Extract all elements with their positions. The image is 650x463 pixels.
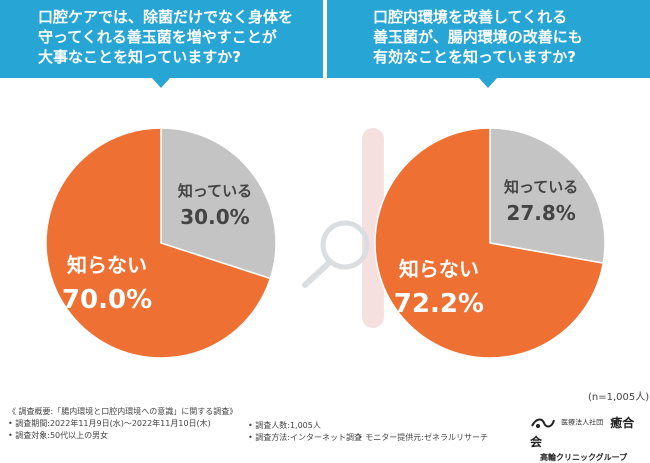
pie-slice-unknown xyxy=(45,127,272,359)
pie-value-unknown: 70.0% xyxy=(62,285,152,315)
magnifier-illustration xyxy=(320,220,370,270)
pie-label-known: 知っている xyxy=(504,178,578,196)
right-question-line: 口腔内環境を改善してくれる xyxy=(373,8,568,26)
pie-value-known: 30.0% xyxy=(180,205,249,229)
left-banner-pointer xyxy=(152,78,170,88)
org-group-name: 高輪クリニックグループ xyxy=(540,453,628,462)
organization-logo: 医療法人社団 癒合会 高輪クリニックグループ xyxy=(530,412,646,463)
survey-overview: 《 調査概要:「腸内環境と口腔内環境への意識」に関する調査》 • 調査期間:20… xyxy=(8,406,237,442)
intestine-illustration xyxy=(362,128,384,328)
background-illustration xyxy=(302,128,384,328)
magnifier-handle-illustration xyxy=(302,259,333,288)
pie-charts: 知っている 30.0% 知らない 70.0% 知っている 27.8% 知らない 72.2% xyxy=(45,127,606,359)
left-question-line: 大事なことを知っていますか? xyxy=(38,48,241,66)
clinic-logo-icon xyxy=(531,418,555,428)
right-question-banner: 口腔内環境を改善してくれる 善玉菌が、腸内環境の改善にも 有効なことを知っていま… xyxy=(327,0,650,78)
org-name: 癒合会 xyxy=(530,416,635,449)
left-question-banner: 口腔ケアでは、除菌だけでなく身体を 守ってくれる善玉菌を増やすことが 大事なこと… xyxy=(0,0,323,78)
pie-chart-right: 知っている 27.8% 知らない 72.2% xyxy=(374,127,606,359)
pie-slice-known xyxy=(489,127,606,264)
pie-slice-known xyxy=(160,127,277,280)
survey-overview-title: 《 調査概要:「腸内環境と口腔内環境への意識」に関する調査》 xyxy=(8,407,238,416)
right-question-line: 有効なことを知っていますか? xyxy=(373,48,576,66)
pie-chart-left: 知っている 30.0% 知らない 70.0% xyxy=(45,127,277,359)
survey-period: • 調査期間:2022年11月9日(水)〜2022年11月10日(木) xyxy=(8,419,211,428)
right-question-line: 善玉菌が、腸内環境の改善にも xyxy=(373,28,583,46)
survey-count: • 調査人数:1,005人 xyxy=(248,421,321,430)
survey-method: • 調査方法:インターネット調査 xyxy=(248,433,362,442)
pie-value-known: 27.8% xyxy=(506,201,575,225)
survey-monitor: • モニター提供元:ゼネラルリサーチ xyxy=(358,433,488,442)
survey-target: • 調査対象:50代以上の男女 xyxy=(8,431,109,440)
pie-label-unknown: 知らない xyxy=(399,257,479,281)
survey-details: • 調査人数:1,005人 • 調査方法:インターネット調査 xyxy=(248,420,362,444)
pie-value-unknown: 72.2% xyxy=(394,289,484,319)
right-banner-pointer xyxy=(479,78,497,88)
left-question-line: 守ってくれる善玉菌を増やすことが xyxy=(38,28,277,46)
sample-size-note: (n=1,005人) xyxy=(588,392,650,403)
left-question-line: 口腔ケアでは、除菌だけでなく身体を xyxy=(38,8,294,26)
pie-label-known: 知っている xyxy=(178,182,252,200)
pie-slice-unknown xyxy=(374,127,605,359)
pie-label-unknown: 知らない xyxy=(67,253,147,277)
org-corp-type: 医療法人社団 xyxy=(561,418,604,427)
